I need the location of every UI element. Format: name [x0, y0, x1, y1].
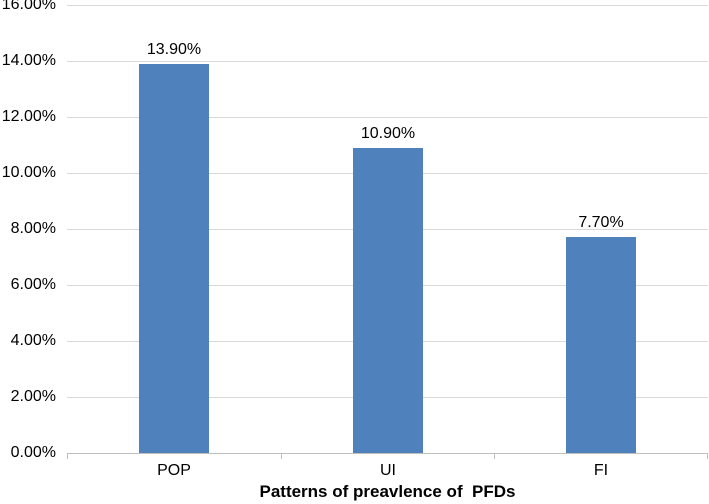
bar-value-label: 13.90% — [146, 41, 202, 58]
y-axis-tick-label: 12.00% — [1, 108, 56, 125]
y-axis-tick-label: 10.00% — [1, 164, 56, 181]
bar-value-label: 7.70% — [578, 214, 624, 231]
y-axis: 16.00% 14.00% 12.00% 10.00% 8.00% 6.00% 4.00% 2… — [0, 0, 58, 504]
gridline — [67, 5, 708, 6]
bar-pop — [139, 64, 209, 453]
y-axis-tick-label: 14.00% — [1, 52, 56, 69]
gridline — [67, 117, 708, 118]
x-axis-tick — [707, 453, 708, 459]
x-axis-tick — [494, 453, 495, 459]
x-axis-category-label: POP — [157, 462, 191, 479]
x-axis-category-label: UI — [380, 462, 396, 479]
x-axis-tick — [67, 453, 68, 459]
bar-fi — [566, 237, 636, 453]
x-axis-tick — [281, 453, 282, 459]
y-axis-tick-label: 2.00% — [10, 388, 56, 405]
gridline — [67, 61, 708, 62]
x-axis-title: Patterns of preavlence of PFDs — [259, 482, 516, 501]
y-axis-tick-label: 0.00% — [10, 444, 56, 461]
y-axis-tick-label: 6.00% — [10, 276, 56, 293]
bar-value-label: 10.90% — [360, 125, 416, 142]
plot-area: 13.90% 10.90% 7.70% — [67, 5, 708, 459]
y-axis-tick-label: 16.00% — [1, 0, 56, 13]
x-axis-category-labels: POP UI FI — [67, 462, 708, 482]
y-axis-tick-label: 4.00% — [10, 332, 56, 349]
y-axis-tick-label: 8.00% — [10, 220, 56, 237]
bar-ui — [353, 148, 423, 453]
x-axis-category-label: FI — [593, 462, 609, 479]
